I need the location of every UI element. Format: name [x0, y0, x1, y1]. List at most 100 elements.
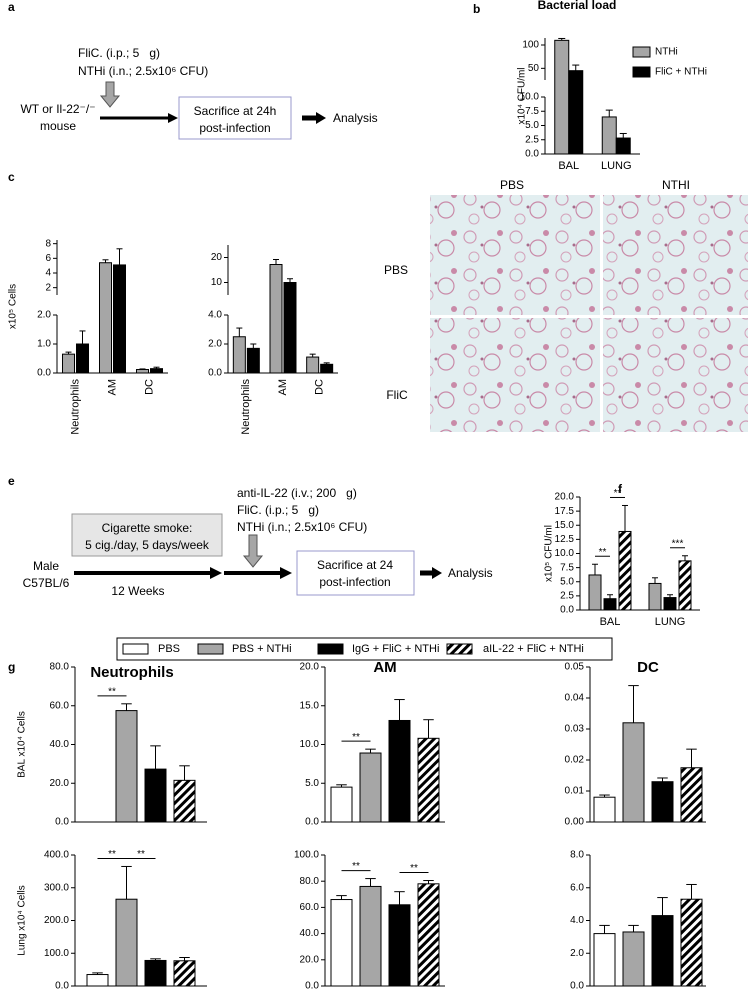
x-tick-label: Neutrophils: [240, 379, 252, 435]
y-tick-label: 10.0: [300, 739, 320, 750]
y-tick-label: 200.0: [44, 915, 69, 926]
bar: [568, 70, 584, 155]
arrow: [99, 81, 121, 108]
significance-label: **: [108, 849, 116, 860]
bar: [330, 786, 353, 823]
y-tick-label: 40.0: [300, 928, 320, 939]
legend-label: PBS: [158, 643, 180, 655]
y-tick-label: 60.0: [50, 700, 70, 711]
bar: [648, 582, 662, 611]
step-text: post-infection: [319, 575, 390, 589]
treatment: NTHi (i.n.; 2.5x10⁶ CFU): [78, 64, 208, 78]
bar: [115, 710, 138, 823]
y-tick-label: 7.5: [560, 562, 574, 573]
y-tick-label: 60.0: [300, 902, 320, 913]
y-tick-label: 20.0: [50, 778, 70, 789]
treatment: FliC. (i.p.; 5 g): [78, 46, 160, 60]
subject: WT or Il-22⁻/⁻: [20, 102, 95, 116]
y-tick-label: 0.0: [37, 368, 51, 379]
y-tick-label: 5.0: [525, 120, 539, 131]
chart-title: Neutrophils: [90, 664, 173, 681]
chart-title: AM: [373, 659, 396, 676]
y-tick-label: 10: [211, 277, 223, 288]
bar: [99, 262, 112, 374]
histology-image: [603, 318, 748, 432]
panel-label: c: [8, 170, 15, 184]
treatment: anti-IL-22 (i.v.; 200 g): [237, 486, 357, 500]
panel-label: b: [473, 2, 480, 16]
bar: [246, 347, 260, 374]
y-tick-label: 400.0: [44, 850, 69, 861]
panel-label: a: [8, 0, 15, 14]
y-tick-label: 0.0: [525, 149, 539, 160]
step-text: post-infection: [199, 121, 270, 135]
bar: [283, 282, 297, 374]
panel-label: e: [8, 474, 15, 488]
bar: [150, 368, 163, 374]
chart-title: Bacterial load: [538, 0, 617, 12]
bar: [593, 933, 616, 987]
legend-swatch: [122, 643, 149, 655]
bar: [417, 737, 440, 823]
y-tick-label: 0.03: [565, 724, 585, 735]
histology-image: [430, 318, 600, 432]
exposure-text: Cigarette smoke:: [102, 521, 193, 535]
arrow-head: [432, 567, 442, 579]
bar: [269, 264, 283, 374]
legend-swatch: [446, 643, 473, 655]
x-tick-label: DC: [314, 379, 326, 395]
y-tick-label: 4.0: [208, 310, 222, 321]
y-tick-label: 80.0: [300, 876, 320, 887]
legend-swatch: [632, 66, 651, 78]
y-tick-label: 2.5: [525, 134, 539, 145]
y-tick-label: 5.0: [560, 576, 574, 587]
arrow-head: [168, 113, 178, 123]
histology-image: [430, 195, 600, 315]
y-tick-label: 4.0: [570, 915, 584, 926]
row-label: FliC: [386, 388, 408, 402]
y-tick-label: 8: [45, 238, 51, 249]
chart-title: DC: [637, 659, 659, 676]
bar: [603, 598, 617, 611]
y-axis-label: x10⁴ CFU/ml: [517, 67, 528, 124]
y-tick-label: 8.0: [570, 850, 584, 861]
arrow: [242, 534, 264, 568]
y-tick-label: 20.0: [300, 662, 320, 673]
y-tick-label: 2.0: [37, 310, 51, 321]
step-text: Sacrifice at 24: [317, 558, 393, 572]
y-tick-label: 50: [528, 63, 540, 74]
y-tick-label: 0.0: [570, 981, 584, 992]
x-tick-label: BAL: [558, 160, 579, 172]
y-tick-label: 0.0: [560, 605, 574, 616]
legend-box: [116, 637, 613, 661]
bar: [330, 899, 353, 987]
bar: [76, 343, 89, 374]
bar: [622, 931, 645, 987]
x-tick-label: AM: [277, 379, 289, 396]
subject: C57BL/6: [23, 576, 70, 590]
bar: [144, 768, 167, 823]
y-tick-label: 10.0: [520, 92, 540, 103]
y-tick-label: 100.0: [44, 948, 69, 959]
y-tick-label: 100: [522, 40, 539, 51]
panel-label: f: [618, 482, 623, 496]
y-tick-label: 7.5: [525, 106, 539, 117]
bar: [306, 356, 320, 374]
bar: [388, 719, 411, 823]
y-tick-label: 0.0: [208, 368, 222, 379]
bar: [115, 898, 138, 987]
legend-label: NTHi: [655, 47, 678, 58]
legend-swatch: [632, 46, 651, 58]
bar: [173, 960, 196, 987]
column-label: NTHI: [662, 178, 690, 192]
bar: [593, 796, 616, 823]
bar: [680, 767, 703, 823]
bar: [601, 116, 617, 155]
bar: [651, 915, 674, 987]
y-tick-label: 2.0: [570, 948, 584, 959]
y-tick-label: 0.0: [55, 817, 69, 828]
y-tick-label: 100.0: [294, 850, 319, 861]
bar: [359, 885, 382, 987]
y-tick-label: 0.0: [55, 981, 69, 992]
bar: [588, 574, 602, 611]
